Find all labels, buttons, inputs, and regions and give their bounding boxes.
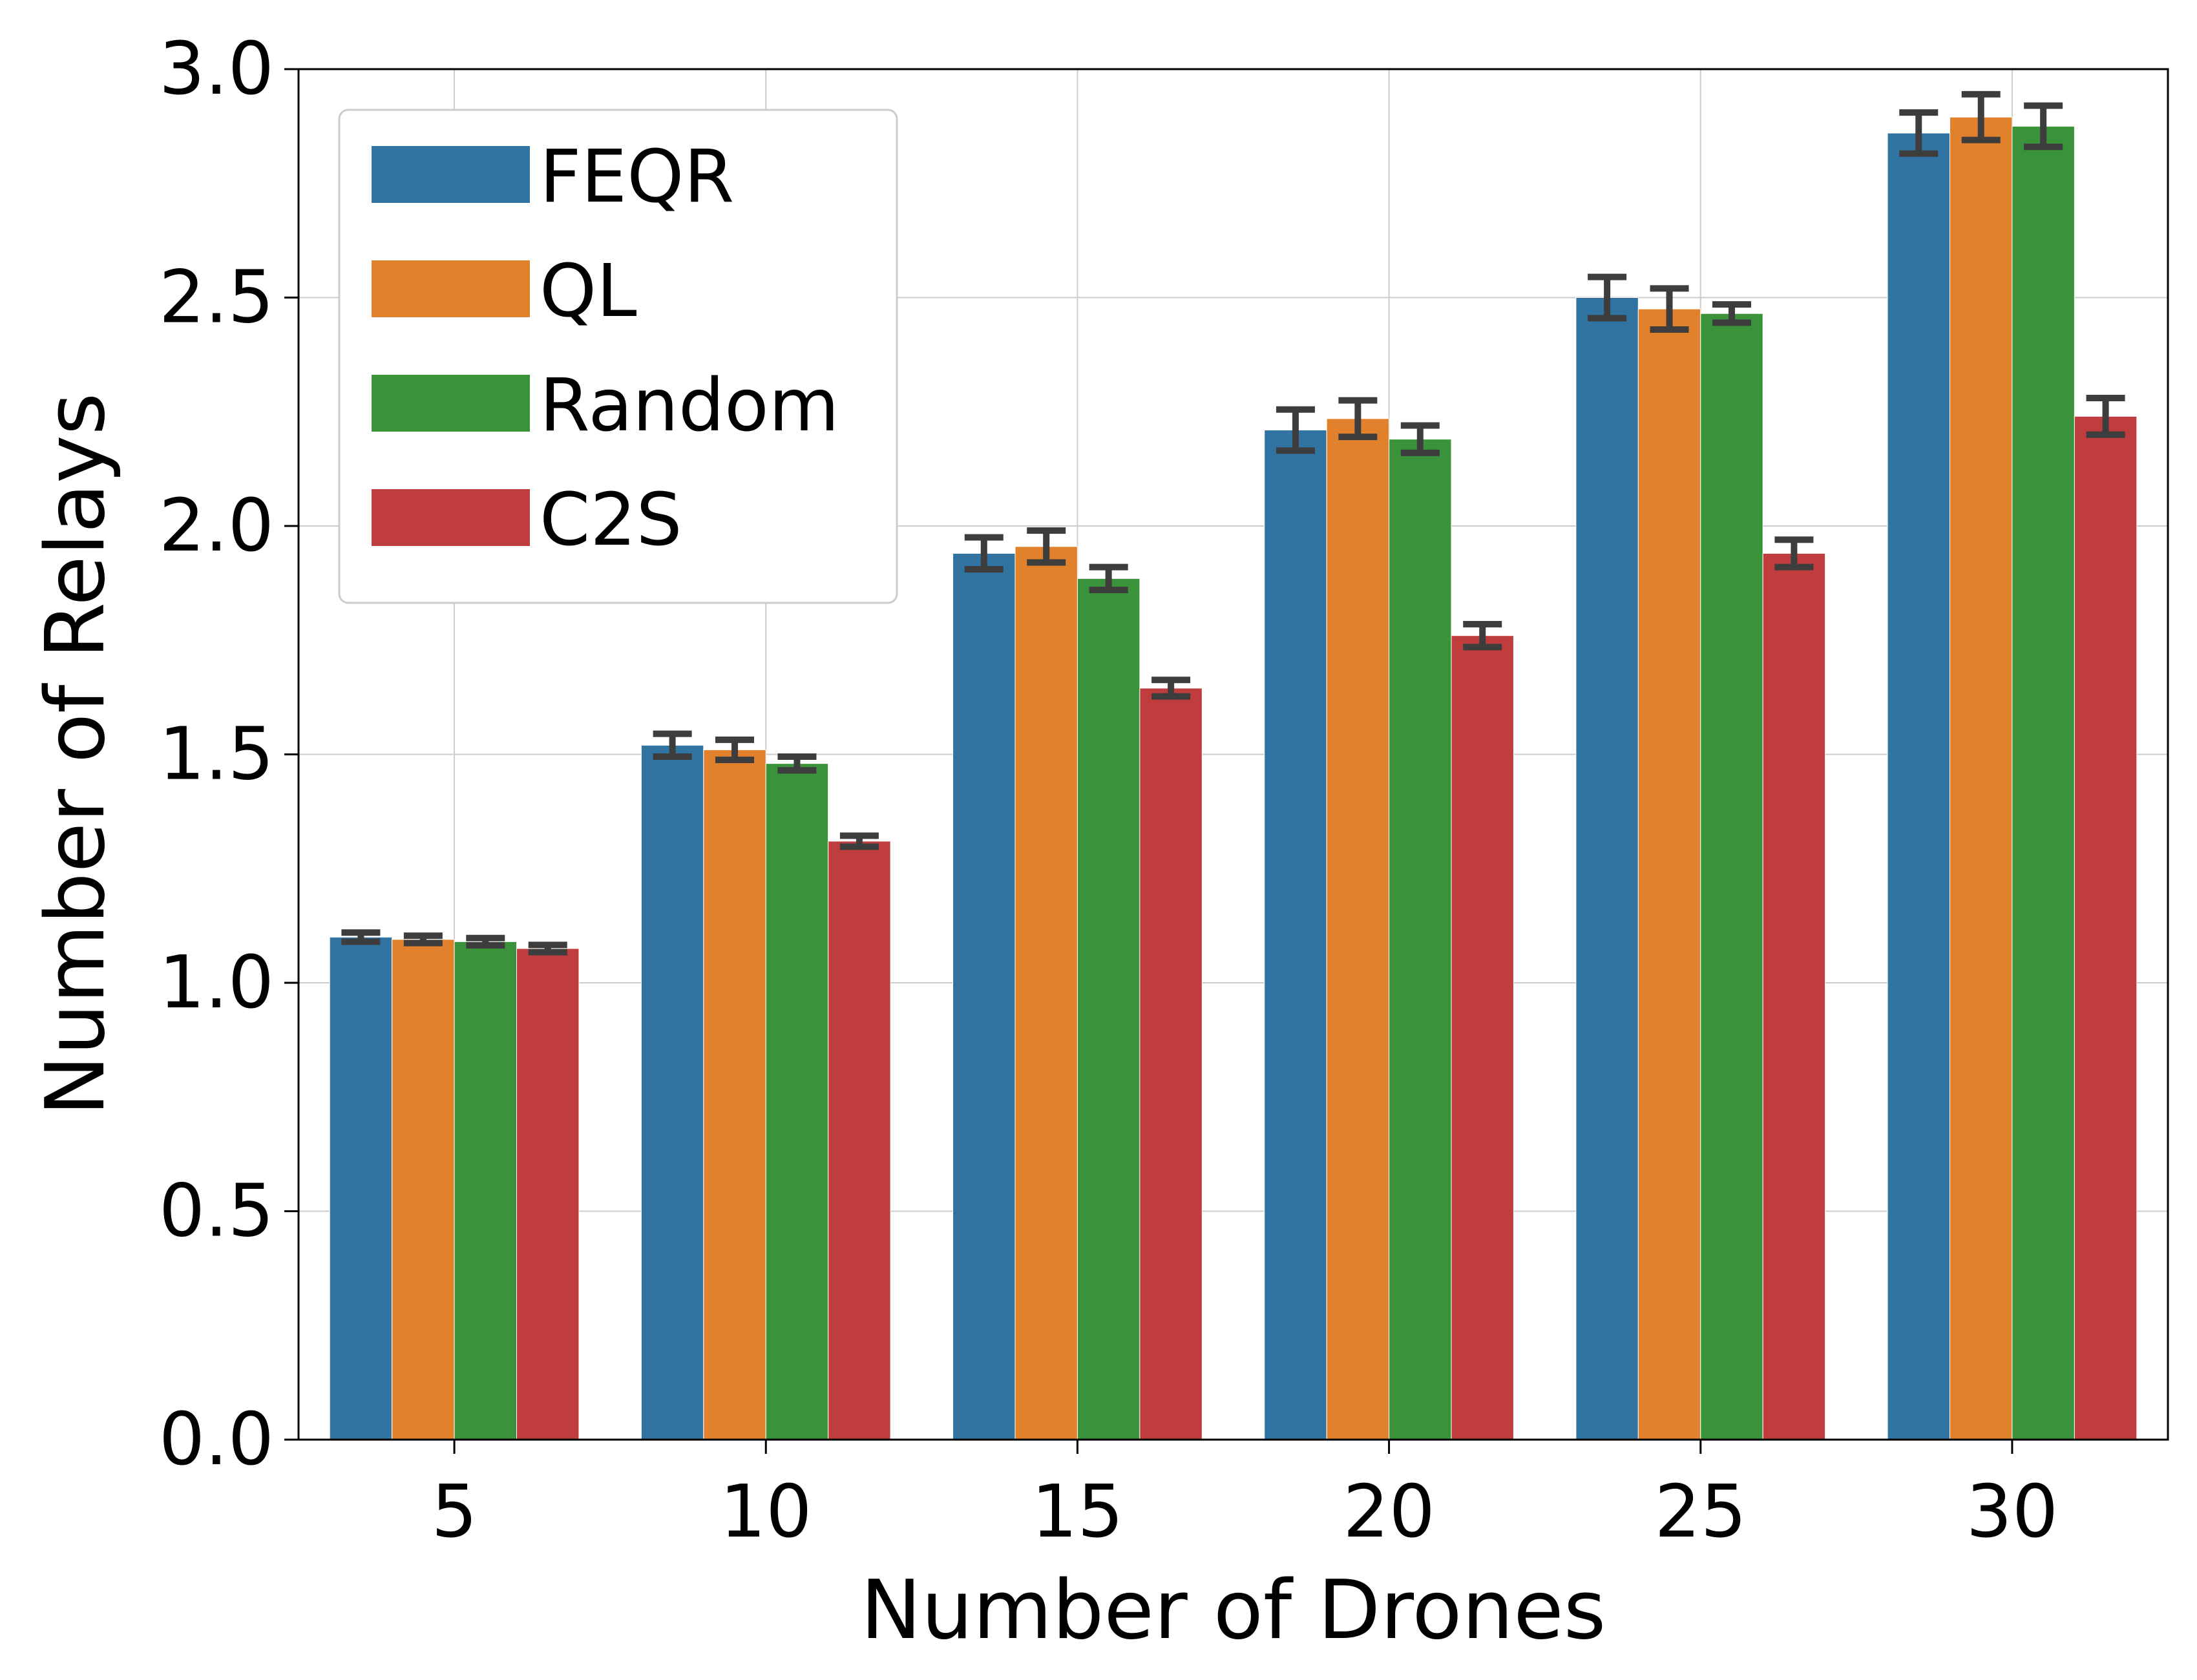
bar-random-20 [1389,439,1452,1440]
bar-feqr-30 [1887,132,1950,1440]
error-bars [341,90,2125,956]
error-bar-ql-25 [1650,285,1689,333]
error-bar-feqr-5 [341,929,381,945]
bar-feqr-10 [640,744,704,1440]
bar-random-5 [454,941,518,1440]
legend-box [338,109,898,604]
error-bar-ql-15 [1027,527,1066,566]
y-axis-ticks: 0.0 0.5 1.0 1.5 2.0 2.5 3.0 [159,27,299,1482]
error-bar-c2s-30 [2086,395,2125,438]
error-bar-random-30 [2024,102,2063,151]
error-bar-feqr-30 [1899,109,1939,157]
y-axis-label: Number of Relays [28,393,123,1117]
legend-item-feqr: FEQR [372,135,734,219]
x-tick-label: 5 [431,1470,477,1554]
legend-label: FEQR [540,135,734,219]
error-bar-ql-20 [1338,397,1378,441]
error-bar-ql-5 [403,932,443,947]
bars [329,116,2138,1440]
bar-feqr-15 [952,552,1016,1440]
error-bar-ql-30 [1961,90,2001,143]
legend-item-c2s: C2S [372,478,682,562]
error-bar-ql-10 [715,736,755,763]
error-bar-feqr-15 [964,534,1004,573]
y-tick-label: 1.5 [159,713,274,797]
bar-c2s-20 [1451,635,1514,1440]
error-bar-feqr-10 [653,730,692,761]
legend-item-ql: QL [372,249,637,333]
y-tick-label: 3.0 [159,27,274,111]
bar-c2s-5 [516,948,580,1440]
bar-c2s-15 [1139,688,1203,1440]
legend-label: QL [540,249,637,333]
error-bar-feqr-25 [1588,273,1627,322]
y-tick-label: 2.5 [159,256,274,340]
error-bar-c2s-20 [1463,621,1502,651]
bar-ql-20 [1326,418,1390,1440]
x-tick-label: 20 [1343,1470,1435,1554]
error-bar-c2s-10 [839,832,879,850]
error-bar-random-10 [777,753,817,774]
legend-item-random: Random [372,364,839,448]
error-bar-random-25 [1712,301,1751,326]
legend-label: Random [540,364,839,448]
legend-swatch [372,489,530,546]
bar-ql-15 [1014,546,1078,1440]
error-bar-c2s-5 [528,941,567,956]
bar-random-30 [2012,125,2075,1440]
y-tick-label: 1.0 [159,941,274,1025]
legend-swatch [372,375,530,432]
bar-random-25 [1700,313,1763,1440]
error-bar-c2s-25 [1774,536,1814,571]
x-tick-label: 10 [720,1470,812,1554]
legend-label: C2S [540,478,682,562]
y-tick-label: 0.5 [159,1170,274,1254]
x-axis-ticks: 5 10 15 20 25 30 [431,1440,2058,1554]
bar-c2s-25 [1762,552,1826,1440]
error-bar-random-5 [466,934,505,949]
bar-feqr-20 [1264,430,1327,1440]
error-bar-c2s-15 [1151,677,1191,700]
bar-ql-25 [1637,308,1701,1440]
legend-swatch [372,260,530,317]
bar-ql-5 [392,939,455,1440]
bar-ql-30 [1949,116,2013,1440]
bar-feqr-25 [1575,297,1639,1440]
legend-swatch [372,146,530,203]
bar-ql-10 [703,749,766,1440]
y-tick-label: 0.0 [159,1398,274,1482]
x-tick-label: 25 [1654,1470,1747,1554]
x-tick-label: 15 [1031,1470,1124,1554]
y-tick-label: 2.0 [159,484,274,568]
bar-c2s-30 [2074,415,2138,1440]
bar-feqr-5 [329,936,393,1440]
error-bar-feqr-20 [1276,406,1315,454]
x-tick-label: 30 [1966,1470,2059,1554]
legend: FEQR QL Random C2S [338,109,898,604]
error-bar-random-20 [1400,422,1440,456]
error-bar-random-15 [1089,563,1128,593]
bar-c2s-10 [828,841,891,1440]
bar-random-15 [1077,578,1141,1440]
bar-random-10 [765,763,829,1440]
x-axis-label: Number of Drones [861,1562,1606,1657]
